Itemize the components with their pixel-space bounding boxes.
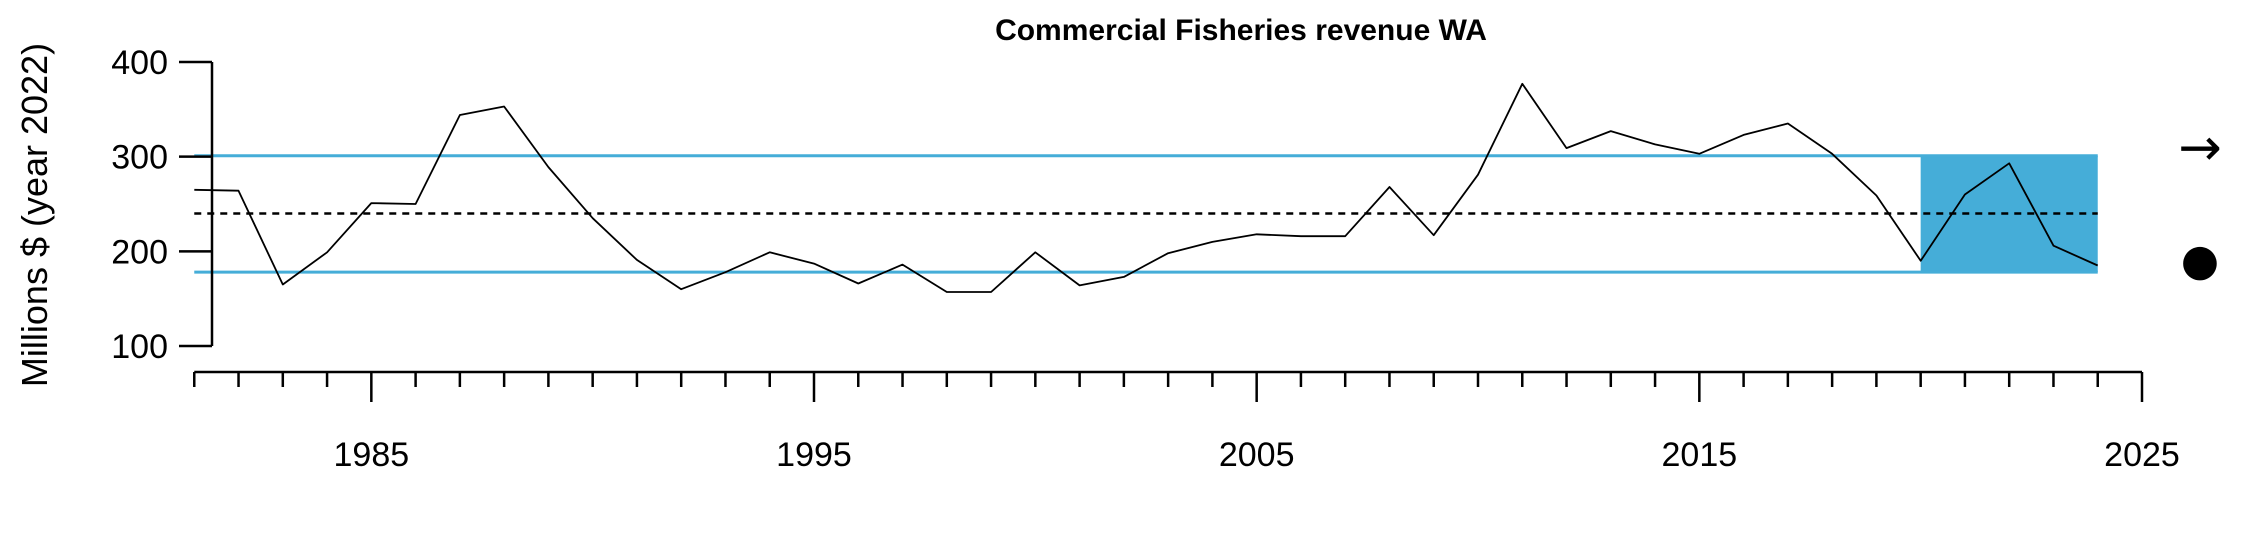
y-tick-label: 100: [111, 328, 168, 366]
x-axis: 1985 1995 2005 2015 2025: [193, 370, 2180, 474]
x-tick-label: 1985: [334, 436, 410, 474]
series-layer: [194, 82, 2099, 293]
y-axis: 100 200 300 400: [111, 44, 214, 366]
reference-lines: [194, 154, 2098, 274]
mean-dot-indicator: ●: [2181, 235, 2219, 286]
chart-title: Commercial Fisheries revenue WA: [995, 14, 1487, 47]
x-tick-label: 2025: [2104, 436, 2180, 474]
x-tick-label: 1995: [776, 436, 852, 474]
y-tick-label: 300: [111, 139, 168, 177]
x-tick-label: 2015: [1662, 436, 1738, 474]
series-line: [194, 82, 2099, 293]
y-axis-label: Millions $ (year 2022): [14, 43, 55, 387]
y-tick-label: 200: [111, 233, 168, 271]
trend-arrow-indicator: →: [2178, 118, 2222, 178]
x-tick-label: 2005: [1219, 436, 1295, 474]
y-tick-label: 400: [111, 44, 168, 82]
